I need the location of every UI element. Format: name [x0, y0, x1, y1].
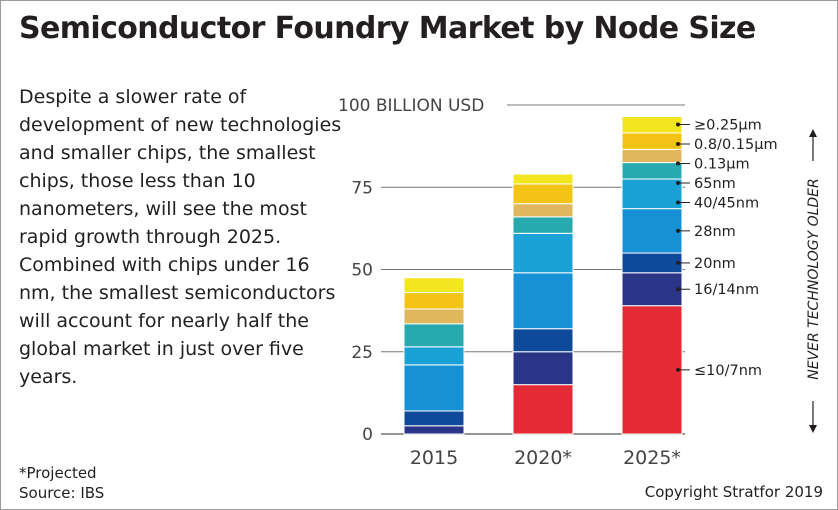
- series-label: 28nm: [694, 224, 736, 240]
- bar-segment: [621, 178, 683, 210]
- bar-segment: [621, 252, 683, 274]
- bar-segment: [512, 232, 574, 274]
- chart-description: Despite a slower rate of development of …: [19, 86, 342, 388]
- side-axis-label: NEVER TECHNOLOGY OLDER: [806, 178, 822, 380]
- bar-segment: [403, 425, 465, 435]
- chart-title: Semiconductor Foundry Market by Node Siz…: [19, 11, 756, 46]
- bar-segment: [403, 410, 465, 427]
- bar-segment: [512, 216, 574, 234]
- bar-segment: [403, 277, 465, 294]
- bar-segment: [403, 308, 465, 325]
- series-label: 16/14nm: [694, 282, 759, 298]
- series-label: 65nm: [694, 176, 736, 192]
- bar-segment: [621, 162, 683, 180]
- bar-segment: [512, 328, 574, 353]
- y-tick-label: 50: [351, 261, 373, 281]
- bar-segment: [512, 351, 574, 386]
- bar-segment: [512, 173, 574, 185]
- bar-segment: [621, 272, 683, 307]
- bar-segment: [403, 346, 465, 366]
- bar-segment: [621, 305, 683, 435]
- bar-segment: [512, 272, 574, 330]
- y-tick-label: 25: [351, 343, 373, 363]
- bar-segment: [621, 208, 683, 254]
- series-label: ≥0.25µm: [694, 118, 762, 134]
- series-label: 40/45nm: [694, 196, 759, 212]
- series-label: 0.13µm: [694, 157, 750, 173]
- series-label: 20nm: [694, 256, 736, 272]
- bar-segment: [403, 323, 465, 348]
- source-note: Source: IBS: [19, 484, 105, 502]
- bar-segment: [621, 148, 683, 164]
- footnote-block: *Projected Source: IBS: [19, 463, 104, 503]
- older-arrow-head: [809, 129, 817, 137]
- copyright-note: Copyright Stratfor 2019: [644, 483, 823, 501]
- x-tick-label: 2020*: [514, 447, 572, 469]
- y-tick-label: 0: [362, 425, 373, 445]
- bar-segment: [403, 292, 465, 310]
- y-tick-label: 100 BILLION USD: [338, 96, 484, 116]
- newer-arrow-head: [809, 425, 817, 433]
- bar-segment: [621, 116, 683, 134]
- series-label: ≤10/7nm: [694, 363, 762, 379]
- x-tick-label: 2025*: [623, 447, 681, 469]
- bar-segment: [512, 203, 574, 218]
- bar-segment: [403, 364, 465, 412]
- x-tick-label: 2015: [410, 447, 458, 469]
- projected-footnote: *Projected: [19, 464, 97, 482]
- series-label: 0.8/0.15µm: [694, 137, 778, 153]
- bar-segment: [512, 384, 574, 435]
- bar-segment: [621, 132, 683, 150]
- bar-segment: [512, 183, 574, 205]
- y-tick-label: 75: [351, 178, 373, 198]
